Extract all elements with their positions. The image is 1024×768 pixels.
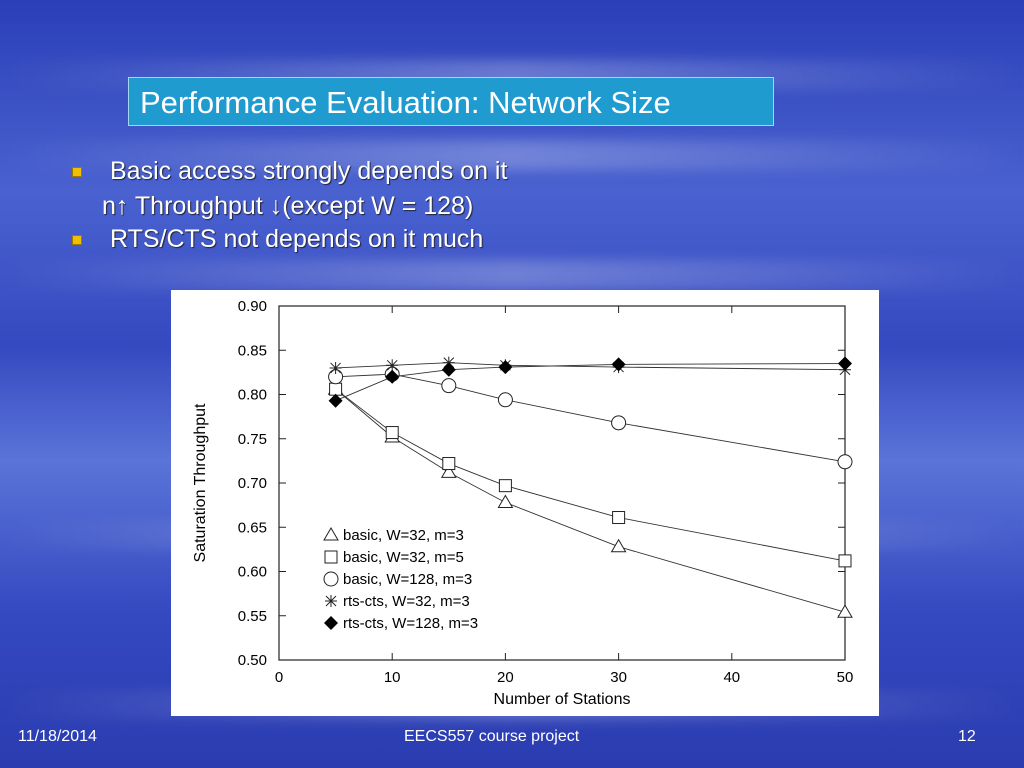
series-line-4 <box>335 363 846 402</box>
legend-label: basic, W=32, m=3 <box>343 527 464 544</box>
legend-diamond-icon <box>324 616 338 630</box>
y-tick-label: 0.90 <box>238 298 267 315</box>
x-tick-label: 20 <box>497 669 514 686</box>
x-tick-label: 30 <box>610 669 627 686</box>
y-tick-label: 0.55 <box>238 608 267 625</box>
sub-pre: n <box>102 192 116 220</box>
bullet-icon <box>72 167 82 177</box>
data-point-circle <box>611 415 627 431</box>
data-point-diamond <box>498 360 513 375</box>
legend-circle-icon <box>323 571 339 587</box>
legend-star-icon <box>325 595 337 607</box>
data-point-square <box>498 479 512 493</box>
data-point-square <box>838 554 852 568</box>
legend-label: basic, W=128, m=3 <box>343 571 472 588</box>
x-tick-label: 10 <box>384 669 401 686</box>
data-point-square <box>329 382 343 396</box>
data-point-diamond <box>441 362 456 377</box>
sub-mid: Throughput <box>128 192 270 220</box>
data-point-circle <box>441 378 457 394</box>
y-tick-label: 0.65 <box>238 519 267 536</box>
series-line-1 <box>335 388 846 562</box>
data-point-triangle <box>440 464 457 478</box>
data-point-triangle <box>837 604 853 618</box>
slide-title: Performance Evaluation: Network Size <box>128 77 774 126</box>
data-point-square <box>612 511 626 525</box>
data-point-star <box>329 361 342 374</box>
footer-date: 11/18/2014 <box>18 728 97 745</box>
data-point-triangle <box>610 538 627 553</box>
legend-label: rts-cts, W=128, m=3 <box>343 615 478 632</box>
chart: 0 10 20 30 40 50 0.50 0.55 0.60 0.65 0.70 0.75 0.80 0… <box>171 290 879 716</box>
legend-label: basic, W=32, m=5 <box>343 549 464 566</box>
sub-post: (except W = 128) <box>282 192 474 220</box>
data-point-star <box>442 356 455 369</box>
data-point-square <box>442 457 456 471</box>
x-tick-label: 50 <box>837 669 854 686</box>
y-tick-label: 0.80 <box>238 387 267 404</box>
series-line-0 <box>335 388 846 613</box>
data-point-circle <box>497 392 513 408</box>
x-tick-label: 0 <box>275 669 283 686</box>
bullet-sub-line: n↑ Throughput ↓(except W = 128) <box>102 192 473 221</box>
data-point-diamond <box>838 356 852 371</box>
series-line-3 <box>335 362 846 371</box>
data-point-diamond <box>611 357 626 372</box>
data-point-circle <box>837 454 853 470</box>
bullet-icon <box>72 235 82 245</box>
legend-triangle-icon <box>323 527 339 541</box>
arrow-up-icon: ↑ <box>115 192 129 220</box>
data-point-triangle <box>497 494 514 508</box>
arrow-down-icon: ↓ <box>269 192 283 220</box>
y-tick-label: 0.75 <box>238 431 267 448</box>
data-point-star <box>386 359 399 372</box>
series-line-2 <box>335 373 846 463</box>
y-tick-label: 0.70 <box>238 475 267 492</box>
y-axis-label: Saturation Throughput <box>192 403 209 562</box>
data-point-diamond <box>328 393 343 408</box>
data-point-diamond <box>385 369 400 384</box>
y-tick-label: 0.60 <box>238 564 267 581</box>
x-axis-label: Number of Stations <box>494 691 631 708</box>
legend-label: rts-cts, W=32, m=3 <box>343 593 470 610</box>
bullet-2: RTS/CTS not depends on it much <box>110 225 484 253</box>
data-point-square <box>385 426 399 440</box>
y-tick-label: 0.85 <box>238 342 267 359</box>
x-tick-label: 40 <box>723 669 740 686</box>
y-tick-label: 0.50 <box>238 652 267 669</box>
bullet-1: Basic access strongly depends on it <box>110 157 508 185</box>
legend-square-icon <box>324 550 338 564</box>
slide-number: 12 <box>958 728 976 745</box>
footer-center: EECS557 course project <box>404 728 580 745</box>
